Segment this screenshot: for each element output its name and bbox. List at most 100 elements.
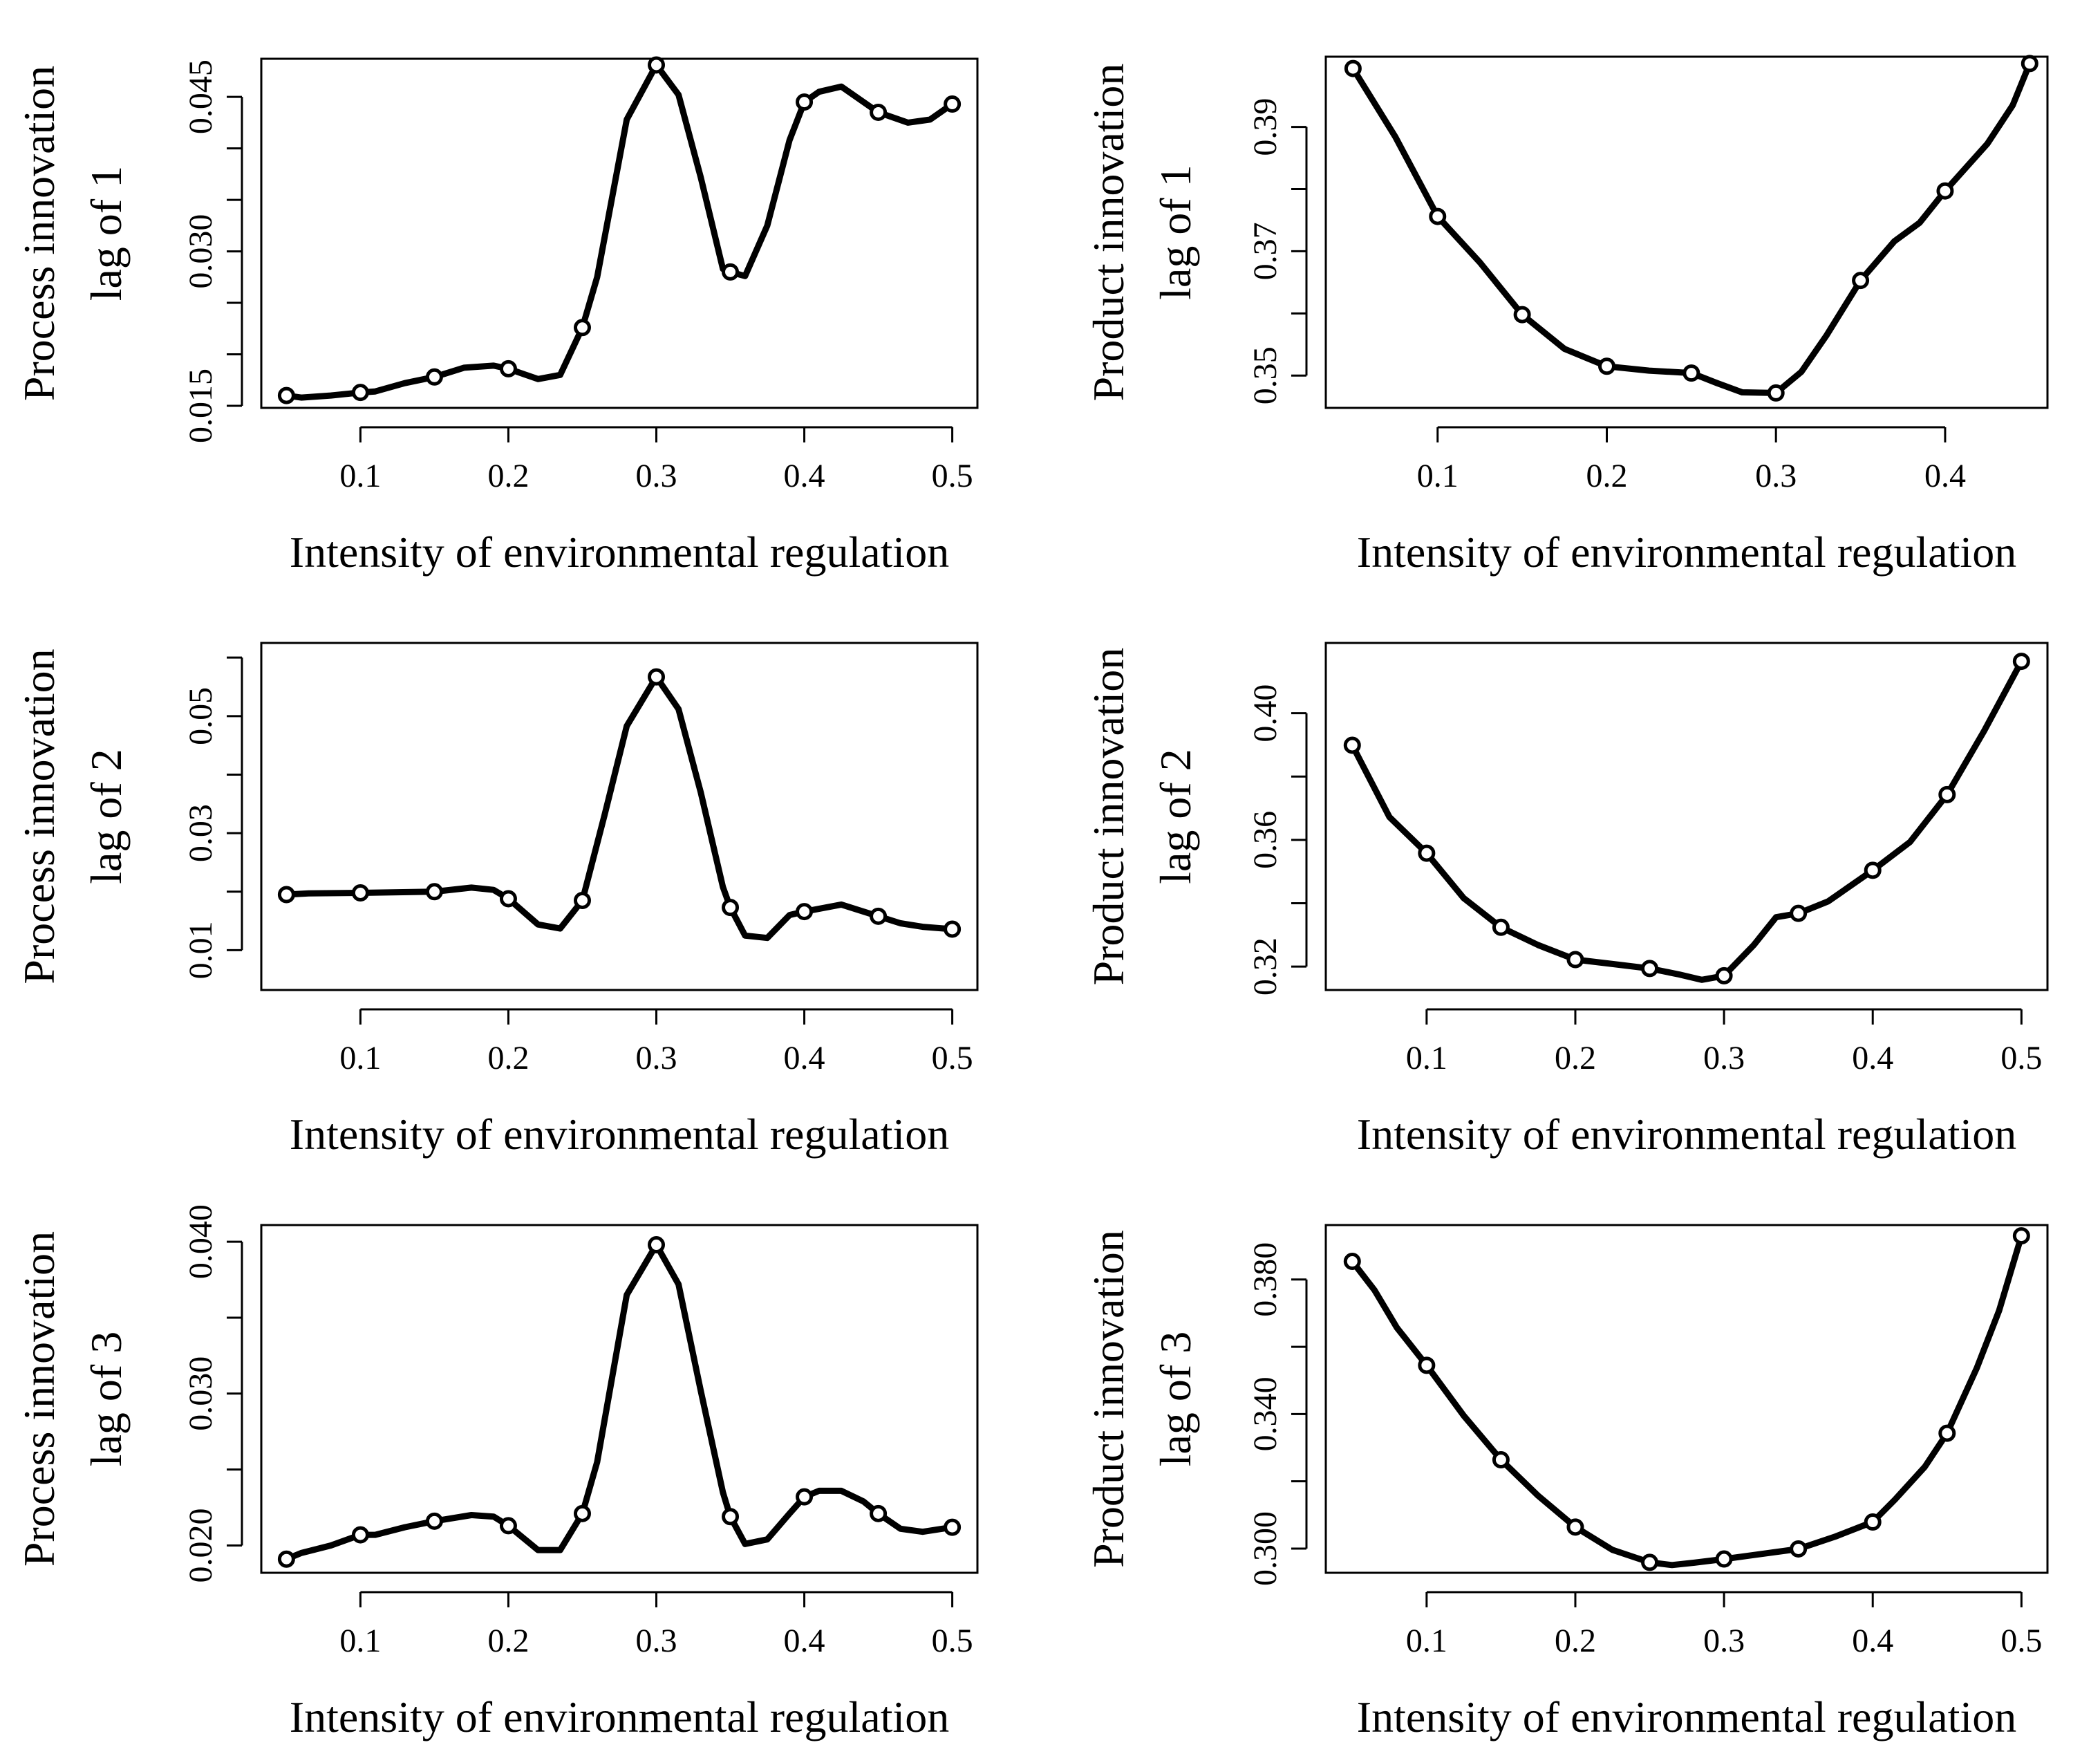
x-axis-title: Intensity of environmental regulation [1357,1692,2016,1741]
data-point [944,1518,962,1536]
data-point [1343,1253,1361,1271]
data-point [1715,966,1733,984]
data-point [1566,1518,1584,1536]
y-tick-label: 0.37 [1247,222,1284,280]
data-point [1790,904,1808,922]
x-tick-label: 0.3 [1703,1040,1745,1076]
x-axis-title: Intensity of environmental regulation [290,527,949,577]
data-point [1938,785,1956,803]
data-point [277,886,295,904]
data-point [425,368,443,386]
x-axis-title: Intensity of environmental regulation [290,1110,949,1159]
data-point [499,359,517,377]
x-tick-label: 0.1 [1417,458,1459,494]
data-point [1492,1451,1510,1469]
data-point [648,56,666,74]
x-tick-label: 0.2 [487,1623,529,1659]
x-tick-label: 0.1 [339,1040,381,1076]
data-point [425,1512,443,1530]
data-point [870,103,888,121]
x-tick-label: 0.3 [636,1040,677,1076]
x-tick-label: 0.3 [1703,1623,1745,1659]
data-point [573,1504,591,1522]
plot-frame [260,1224,979,1574]
data-point [277,386,295,404]
data-point [351,884,369,902]
x-tick-label: 0.5 [932,1040,973,1076]
data-point [499,1517,517,1535]
data-point [1790,1540,1808,1558]
x-tick-label: 0.5 [2000,1623,2042,1659]
y-axis-title: Process innovation [15,66,64,401]
data-point [1864,1513,1882,1531]
y-tick-label: 0.01 [182,921,219,979]
data-point [1641,960,1659,978]
x-tick-label: 0.3 [1755,458,1797,494]
x-tick-label: 0.2 [487,458,529,494]
panel-4: 0.1 0.2 0.3 0.4 0.5 0.32 0.36 0.40 Intensity of … [1084,642,2049,1159]
data-point [1715,1550,1733,1568]
data-point [796,1488,814,1506]
y-axis-title: Process innovation [15,1231,64,1567]
x-tick-label: 0.2 [1586,458,1627,494]
data-point [351,1526,369,1544]
y-axis-title: Process innovation [15,648,64,984]
y-tick-label: 0.020 [182,1508,219,1582]
plot-frame [1324,55,2049,409]
x-axis-title: Intensity of environmental regulation [1357,527,2016,577]
y-tick-label: 0.32 [1247,937,1284,996]
y-tick-label: 0.39 [1247,98,1284,156]
data-point [870,907,888,925]
data-point [1682,364,1700,382]
data-point [1852,272,1870,290]
data-point [944,920,962,938]
x-tick-label: 0.4 [1852,1040,1893,1076]
data-point [1864,861,1882,879]
series-line [1349,60,2033,396]
data-point [870,1504,888,1522]
y-axis-title: Product innovation [1084,648,1133,986]
y-tick-label: 0.030 [182,214,219,289]
series-line [283,62,956,401]
data-point [1429,207,1447,225]
panel-3: 0.1 0.2 0.3 0.4 0.5 0.01 0.03 0.05 Intensity of … [15,642,979,1159]
series-line [1349,1233,2025,1569]
y-tick-label: 0.03 [182,804,219,862]
data-point [573,891,591,909]
data-point [499,890,517,908]
data-point [1938,1424,1956,1442]
y-axis-title: lag of 3 [1151,1332,1200,1467]
data-point [1344,59,1362,77]
y-tick-label: 0.030 [182,1356,219,1431]
x-axis-title: Intensity of environmental regulation [290,1692,949,1741]
y-axis-title: lag of 2 [1151,749,1200,884]
data-point [1343,736,1361,754]
data-point [1492,918,1510,936]
data-point [1418,844,1436,862]
data-point [2012,1227,2030,1245]
x-tick-label: 0.1 [339,1623,381,1659]
plot-frame [1324,642,2049,991]
data-point [1597,357,1615,375]
x-tick-label: 0.2 [1555,1040,1596,1076]
data-point [1641,1553,1659,1571]
data-point [944,95,962,113]
panel-1: 0.1 0.2 0.3 0.4 0.5 0.015 0.030 0.045 Intensity … [15,56,979,577]
data-point [796,93,814,111]
data-point [1767,384,1785,402]
x-tick-label: 0.1 [1406,1623,1447,1659]
data-point [722,1508,740,1526]
plot-frame [260,642,979,991]
data-point [648,668,666,686]
y-tick-label: 0.340 [1247,1376,1284,1451]
data-point [425,883,443,901]
series-line [283,673,956,942]
x-axis-title: Intensity of environmental regulation [1357,1110,2016,1159]
y-tick-label: 0.045 [182,59,219,134]
x-tick-label: 0.4 [1924,458,1966,494]
series-line [1349,658,2025,983]
y-tick-label: 0.36 [1247,811,1284,869]
data-point [2012,653,2030,671]
data-point [573,319,591,337]
